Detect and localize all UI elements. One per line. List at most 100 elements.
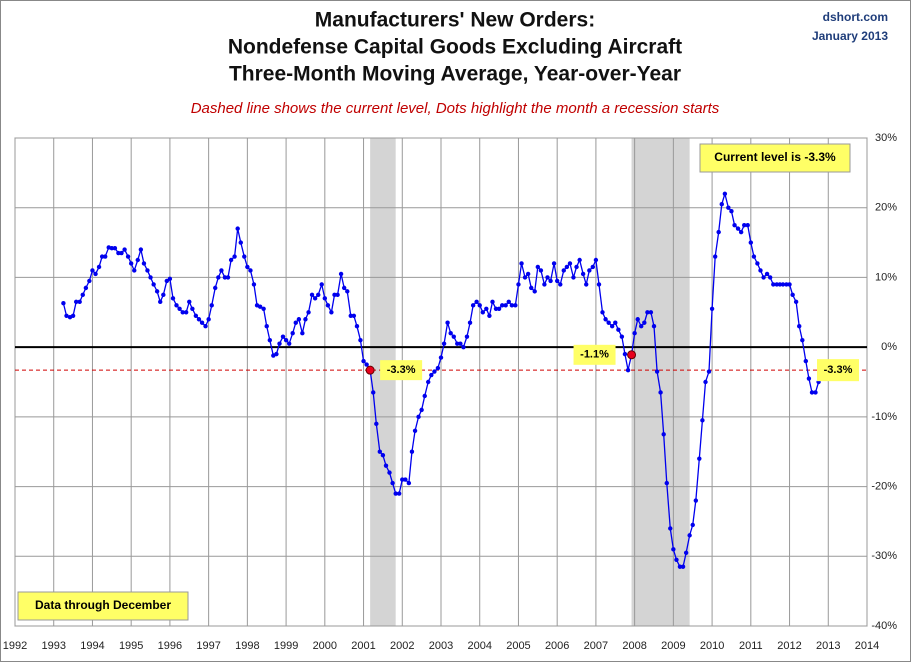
data-point bbox=[764, 271, 770, 277]
data-point bbox=[668, 526, 673, 531]
data-point bbox=[712, 254, 718, 259]
x-tick-label: 1999 bbox=[274, 640, 298, 652]
data-point bbox=[267, 337, 273, 343]
data-point bbox=[354, 324, 360, 329]
data-point bbox=[496, 306, 502, 311]
data-point bbox=[303, 317, 308, 322]
data-point bbox=[661, 432, 666, 437]
data-point bbox=[374, 421, 379, 427]
data-point bbox=[561, 268, 566, 273]
data-point bbox=[735, 226, 741, 231]
recession-start-dot bbox=[627, 350, 637, 360]
recession-start-dot bbox=[365, 365, 375, 375]
x-tick-label: 2003 bbox=[429, 640, 453, 652]
data-point bbox=[87, 278, 92, 284]
data-point bbox=[474, 299, 479, 305]
source: dshort.com bbox=[823, 10, 888, 24]
data-point bbox=[416, 414, 421, 420]
data-through-box bbox=[17, 591, 189, 621]
y-tick-label: 20% bbox=[875, 202, 897, 214]
data-point bbox=[784, 282, 789, 287]
recession-label: -1.1% bbox=[580, 349, 609, 361]
data-point bbox=[277, 341, 282, 346]
data-point bbox=[180, 310, 185, 315]
data-point bbox=[639, 324, 644, 329]
data-point bbox=[642, 320, 647, 325]
recession-band bbox=[370, 138, 396, 626]
data-point bbox=[625, 367, 631, 373]
data-point bbox=[758, 268, 763, 273]
data-point bbox=[538, 268, 544, 273]
data-point bbox=[422, 393, 427, 399]
data-point bbox=[774, 282, 779, 287]
data-point bbox=[70, 313, 76, 318]
data-point bbox=[132, 268, 137, 273]
data-point bbox=[112, 245, 118, 251]
x-tick-label: 1996 bbox=[158, 640, 182, 652]
x-tick-label: 1997 bbox=[196, 640, 220, 652]
data-point bbox=[119, 250, 124, 256]
data-point bbox=[216, 275, 221, 280]
data-point bbox=[306, 310, 311, 315]
data-point bbox=[571, 275, 576, 280]
data-point bbox=[542, 282, 547, 287]
data-point bbox=[477, 303, 482, 308]
data-point bbox=[558, 282, 563, 287]
data-point bbox=[493, 306, 499, 311]
data-point bbox=[525, 271, 531, 277]
data-point bbox=[771, 282, 776, 287]
data-point bbox=[93, 271, 98, 277]
recession-label-box bbox=[573, 344, 616, 365]
x-tick-label: 2002 bbox=[390, 640, 414, 652]
data-point bbox=[383, 463, 389, 468]
data-point bbox=[674, 557, 679, 562]
data-point bbox=[793, 299, 799, 305]
x-tick-label: 2007 bbox=[584, 640, 608, 652]
data-point bbox=[338, 271, 344, 277]
data-point bbox=[183, 310, 189, 315]
data-point bbox=[264, 324, 269, 329]
data-point bbox=[716, 229, 721, 235]
y-tick-label: -30% bbox=[871, 550, 897, 562]
data-point bbox=[193, 313, 199, 318]
data-point bbox=[332, 292, 337, 298]
data-point bbox=[616, 327, 621, 332]
data-point bbox=[158, 299, 163, 305]
x-tick-label: 2013 bbox=[816, 640, 840, 652]
x-tick-label: 2009 bbox=[661, 640, 685, 652]
data-point bbox=[622, 351, 628, 357]
data-point bbox=[567, 261, 573, 266]
data-point bbox=[490, 299, 495, 305]
data-point bbox=[506, 299, 511, 305]
x-tick-label: 2000 bbox=[313, 640, 337, 652]
data-point bbox=[322, 296, 328, 301]
recession-band bbox=[631, 138, 690, 626]
data-point bbox=[125, 254, 131, 259]
data-point bbox=[435, 365, 441, 371]
data-point bbox=[709, 306, 715, 311]
data-point bbox=[509, 303, 515, 308]
data-point bbox=[64, 313, 69, 318]
data-point bbox=[387, 470, 392, 475]
data-point bbox=[141, 261, 147, 266]
data-point bbox=[412, 428, 418, 433]
data-point bbox=[261, 306, 266, 311]
data-point bbox=[238, 240, 243, 245]
data-point bbox=[690, 522, 695, 528]
data-point bbox=[448, 331, 453, 336]
chart-title: Manufacturers' New Orders: bbox=[315, 9, 595, 32]
data-point bbox=[348, 313, 353, 318]
data-point bbox=[245, 264, 250, 270]
data-point bbox=[319, 282, 324, 287]
data-point bbox=[206, 317, 211, 322]
data-point bbox=[813, 390, 818, 395]
data-point bbox=[293, 320, 298, 325]
data-point bbox=[196, 317, 202, 322]
data-point bbox=[470, 303, 476, 308]
data-point bbox=[513, 303, 518, 308]
data-point bbox=[441, 341, 447, 346]
data-point bbox=[128, 261, 134, 266]
chart-subtitle: Dashed line shows the current level, Dot… bbox=[191, 100, 720, 117]
x-tick-label: 1992 bbox=[3, 640, 27, 652]
